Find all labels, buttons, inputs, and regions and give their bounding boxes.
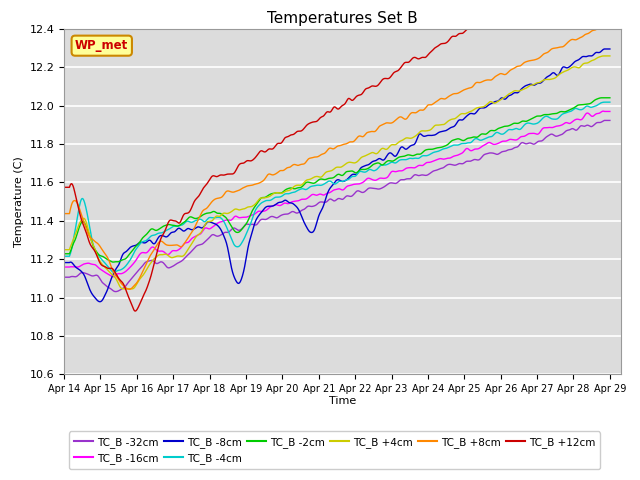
TC_B -2cm [102, 256, 110, 262]
TC_B +8cm [303, 157, 311, 163]
TC_B -4cm [102, 262, 110, 267]
TC_B +8cm [102, 252, 110, 258]
TC_B +12cm [371, 84, 379, 89]
TC_B +12cm [102, 264, 110, 270]
TC_B -16cm [371, 178, 379, 183]
TC_B +4cm [122, 286, 130, 292]
Line: TC_B -16cm: TC_B -16cm [64, 111, 610, 276]
TC_B -4cm [125, 259, 132, 265]
TC_B -4cm [606, 99, 614, 105]
TC_B -2cm [303, 179, 311, 185]
TC_B -16cm [60, 264, 68, 270]
Title: Temperatures Set B: Temperatures Set B [267, 11, 418, 26]
TC_B -32cm [125, 279, 132, 285]
TC_B +12cm [313, 118, 321, 124]
TC_B +4cm [303, 177, 311, 183]
TC_B +4cm [102, 266, 110, 272]
TC_B -2cm [606, 95, 614, 101]
TC_B -32cm [112, 289, 120, 295]
TC_B +12cm [125, 294, 132, 300]
TC_B -32cm [303, 204, 311, 209]
TC_B +8cm [606, 25, 614, 31]
TC_B +8cm [60, 211, 68, 216]
TC_B -4cm [109, 269, 117, 275]
TC_B -16cm [102, 270, 110, 276]
TC_B -8cm [103, 289, 111, 295]
TC_B +4cm [600, 53, 608, 59]
Line: TC_B -8cm: TC_B -8cm [64, 49, 610, 302]
TC_B -32cm [292, 210, 300, 216]
Text: WP_met: WP_met [75, 39, 129, 52]
TC_B -16cm [313, 192, 321, 198]
TC_B -8cm [125, 246, 132, 252]
Line: TC_B +12cm: TC_B +12cm [64, 0, 610, 311]
TC_B -4cm [371, 168, 379, 173]
TC_B -8cm [292, 203, 300, 209]
TC_B +4cm [292, 182, 300, 188]
TC_B -8cm [60, 260, 68, 265]
TC_B +4cm [125, 286, 132, 291]
TC_B -8cm [313, 218, 321, 224]
TC_B +4cm [313, 174, 321, 180]
TC_B -16cm [606, 108, 614, 114]
TC_B -4cm [60, 253, 68, 259]
TC_B -16cm [600, 108, 607, 114]
TC_B -2cm [600, 95, 608, 101]
TC_B -4cm [600, 99, 608, 105]
Legend: TC_B -32cm, TC_B -16cm, TC_B -8cm, TC_B -4cm, TC_B -2cm, TC_B +4cm, TC_B +8cm, T: TC_B -32cm, TC_B -16cm, TC_B -8cm, TC_B … [69, 432, 600, 469]
TC_B -32cm [313, 201, 321, 207]
TC_B -8cm [303, 226, 311, 231]
Line: TC_B +8cm: TC_B +8cm [64, 27, 610, 289]
Line: TC_B -4cm: TC_B -4cm [64, 102, 610, 272]
TC_B +4cm [606, 53, 614, 59]
TC_B -4cm [313, 182, 321, 188]
TC_B -16cm [109, 274, 117, 279]
TC_B -2cm [313, 178, 321, 184]
TC_B +8cm [125, 286, 132, 292]
Line: TC_B +4cm: TC_B +4cm [64, 56, 610, 289]
TC_B +12cm [60, 184, 68, 190]
TC_B -8cm [600, 46, 608, 52]
TC_B -32cm [606, 118, 614, 123]
TC_B +8cm [371, 129, 379, 134]
TC_B +8cm [292, 162, 300, 168]
TC_B -32cm [60, 274, 68, 280]
Y-axis label: Temperature (C): Temperature (C) [14, 156, 24, 247]
TC_B +4cm [60, 247, 68, 252]
TC_B +12cm [132, 308, 140, 314]
TC_B +8cm [125, 287, 133, 292]
TC_B -32cm [600, 118, 608, 123]
TC_B -2cm [292, 186, 300, 192]
TC_B -8cm [96, 299, 104, 305]
TC_B -2cm [109, 259, 117, 265]
TC_B +4cm [371, 151, 379, 156]
TC_B -2cm [125, 252, 132, 258]
TC_B -2cm [371, 161, 379, 167]
TC_B -8cm [371, 158, 379, 164]
TC_B -32cm [371, 185, 379, 191]
TC_B -4cm [303, 186, 311, 192]
Line: TC_B -32cm: TC_B -32cm [64, 120, 610, 292]
TC_B +12cm [292, 130, 300, 135]
X-axis label: Time: Time [329, 396, 356, 406]
TC_B -16cm [125, 265, 132, 271]
TC_B -2cm [60, 251, 68, 257]
TC_B -16cm [292, 198, 300, 204]
TC_B +12cm [303, 122, 311, 128]
TC_B +8cm [597, 24, 605, 30]
TC_B -16cm [303, 195, 311, 201]
TC_B +8cm [313, 154, 321, 160]
TC_B -4cm [292, 189, 300, 194]
TC_B -8cm [606, 46, 614, 52]
Line: TC_B -2cm: TC_B -2cm [64, 98, 610, 262]
TC_B -32cm [102, 283, 110, 288]
